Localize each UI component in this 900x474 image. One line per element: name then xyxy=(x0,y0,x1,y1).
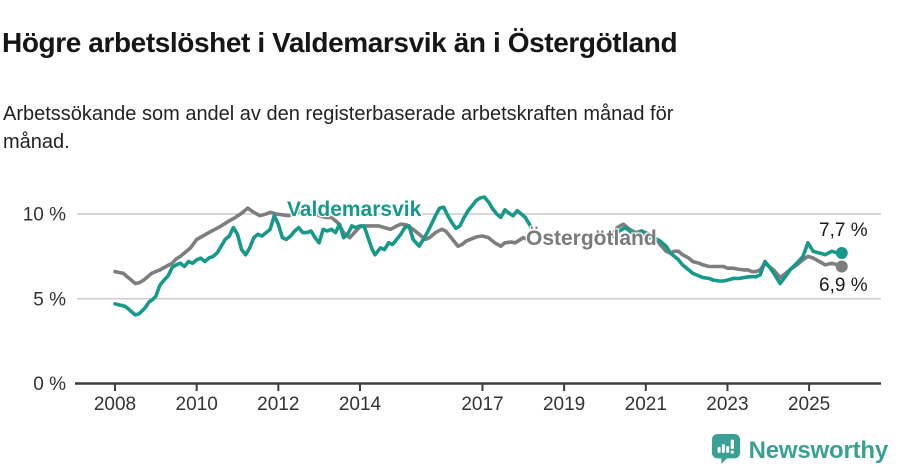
x-tick-label-2023: 2023 xyxy=(706,394,748,415)
y-tick-label-0: 0 % xyxy=(33,374,66,395)
x-tick-label-2019: 2019 xyxy=(543,394,585,415)
y-tick-label-10: 10 % xyxy=(23,205,66,226)
series-label-valdemarsvik: Valdemarsvik xyxy=(287,198,422,221)
x-tick-label-2014: 2014 xyxy=(339,394,382,415)
end-value-label-valdemarsvik: 7,7 % xyxy=(819,220,868,241)
östergötland-end-dot xyxy=(835,260,848,273)
series-label-ostergotland: Östergötland xyxy=(526,227,657,250)
östergötland-line-segment-1 xyxy=(113,206,530,286)
x-tick-label-2017: 2017 xyxy=(461,394,503,415)
chart-title: Högre arbetslöshet i Valdemarsvik än i Ö… xyxy=(2,26,678,58)
x-tick-label-2021: 2021 xyxy=(625,394,667,415)
newsworthy-logo: Newsworthy xyxy=(711,433,888,469)
x-tick-label-2025: 2025 xyxy=(788,394,830,415)
valdemarsvik-line-segment-2 xyxy=(611,225,844,286)
x-tick-label-2008: 2008 xyxy=(94,394,136,415)
x-tick-label-2010: 2010 xyxy=(176,394,218,415)
valdemarsvik-line-segment-1 xyxy=(113,195,536,317)
x-tick-label-2012: 2012 xyxy=(257,394,299,415)
end-value-label-ostergotland: 6,9 % xyxy=(819,275,868,296)
y-tick-label-5: 5 % xyxy=(33,289,66,310)
valdemarsvik-end-dot xyxy=(835,246,848,259)
newsworthy-brand-text: Newsworthy xyxy=(748,437,889,464)
chart-subtitle: Arbetssökande som andel av den registerb… xyxy=(3,103,674,154)
newsworthy-speech-bubble-bar-chart-icon xyxy=(711,433,741,469)
